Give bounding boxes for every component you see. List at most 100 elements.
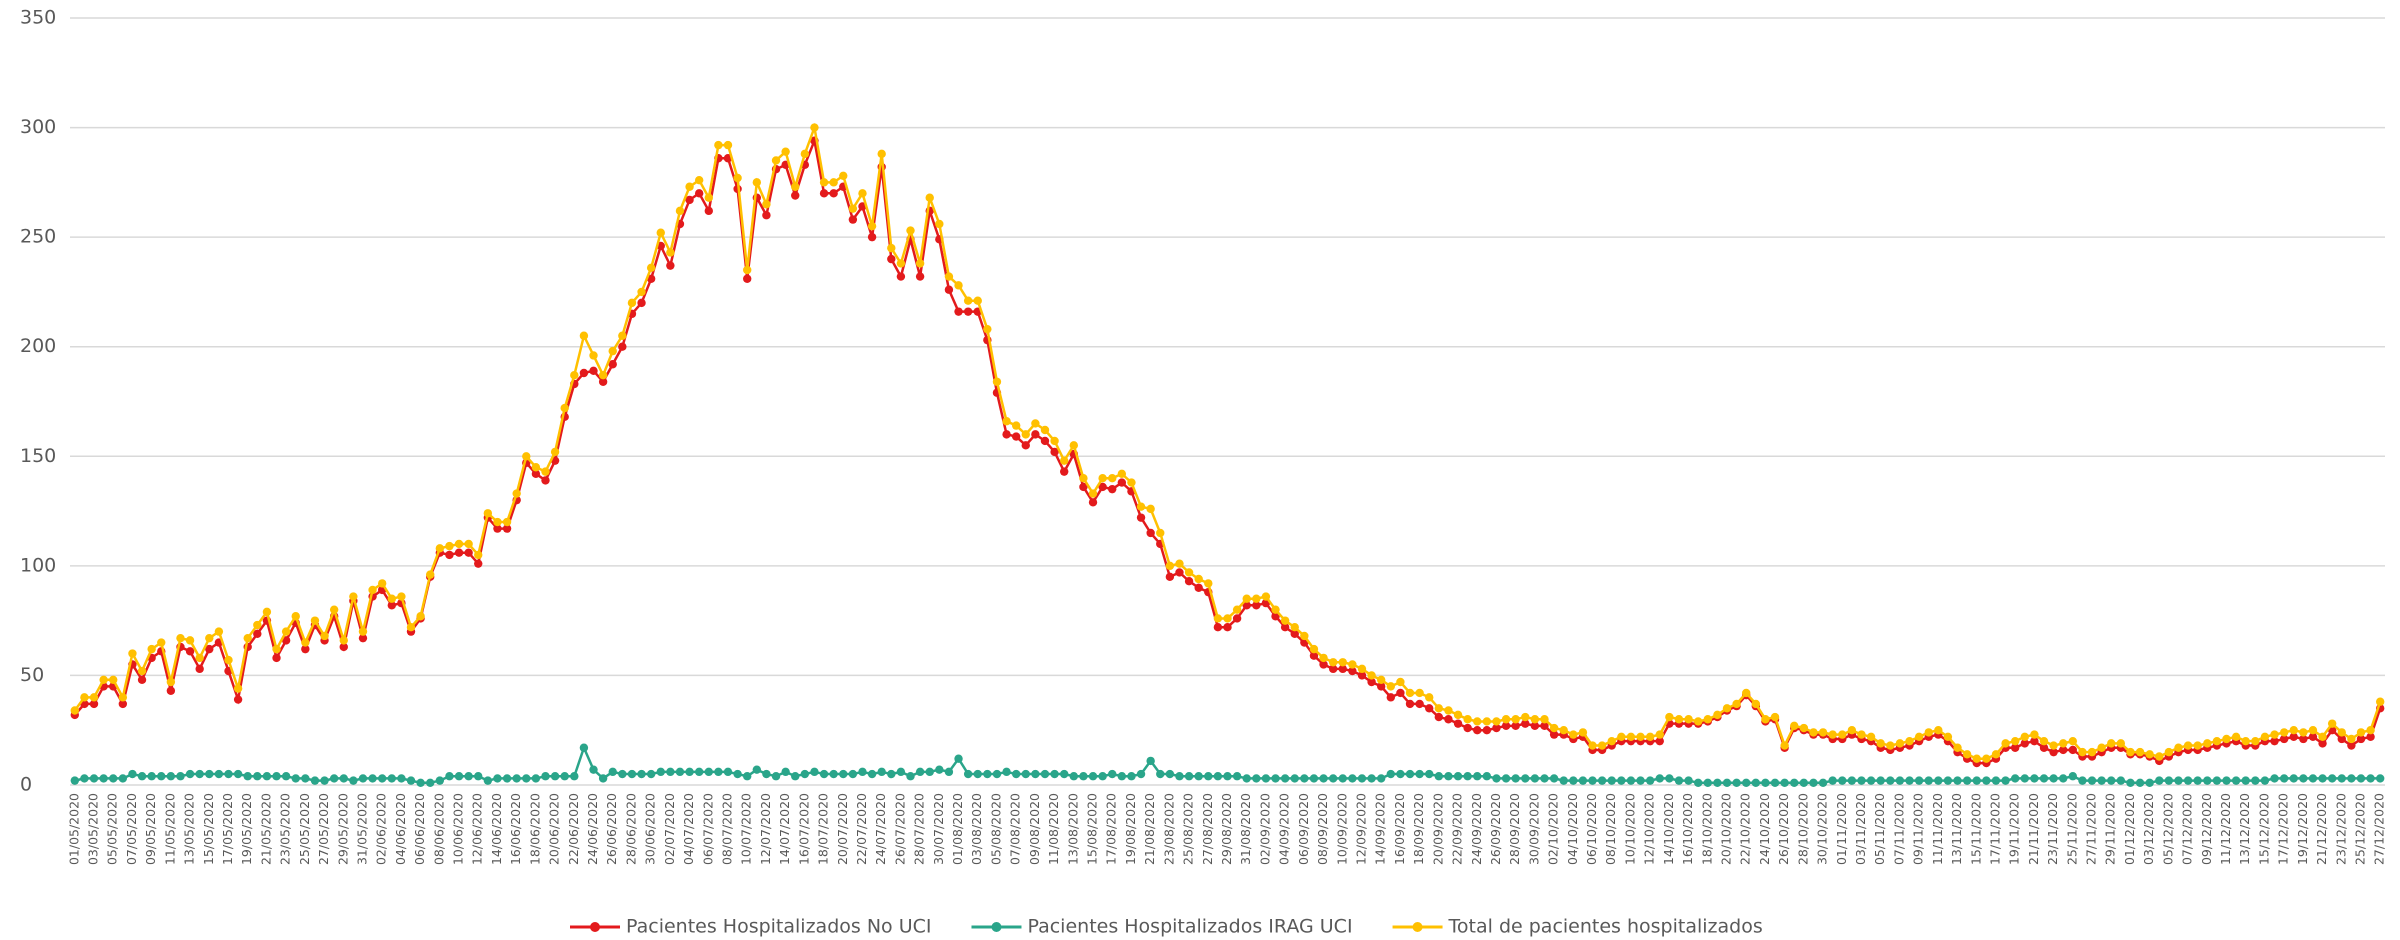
point [858, 189, 866, 197]
point [2011, 737, 2019, 745]
point [1646, 776, 1654, 784]
point [1271, 605, 1279, 613]
point [2030, 774, 2038, 782]
point [1694, 779, 1702, 787]
point [551, 448, 559, 456]
point [1118, 478, 1126, 486]
point [2309, 726, 2317, 734]
point [186, 636, 194, 644]
point [1262, 592, 1270, 600]
point [983, 325, 991, 333]
point [522, 774, 530, 782]
point [637, 299, 645, 307]
point [1915, 776, 1923, 784]
point [1790, 722, 1798, 730]
x-tick-label: 25/05/2020 [297, 793, 312, 865]
point [849, 204, 857, 212]
x-tick-label: 31/05/2020 [354, 793, 369, 865]
point [868, 233, 876, 241]
x-tick-label: 29/11/2020 [2103, 793, 2118, 865]
x-tick-label: 27/12/2020 [2372, 793, 2387, 865]
point [2174, 776, 2182, 784]
point [2232, 733, 2240, 741]
x-tick-label: 19/08/2020 [1123, 793, 1138, 865]
point [1348, 660, 1356, 668]
point [532, 774, 540, 782]
point [1435, 704, 1443, 712]
x-tick-label: 20/06/2020 [547, 793, 562, 865]
point [378, 774, 386, 782]
point [388, 774, 396, 782]
point [2001, 776, 2009, 784]
point [868, 770, 876, 778]
point [234, 770, 242, 778]
point [1511, 715, 1519, 723]
point [954, 755, 962, 763]
x-tick-label: 14/07/2020 [777, 793, 792, 865]
point [2347, 735, 2355, 743]
point [877, 768, 885, 776]
point [71, 706, 79, 714]
point [733, 174, 741, 182]
point [1127, 772, 1135, 780]
x-tick-label: 02/09/2020 [1257, 793, 1272, 865]
point [1752, 700, 1760, 708]
point [2145, 779, 2153, 787]
point [791, 183, 799, 191]
point [906, 226, 914, 234]
x-tick-label: 31/08/2020 [1238, 793, 1253, 865]
point [1425, 704, 1433, 712]
point [128, 770, 136, 778]
x-tick-label: 09/08/2020 [1027, 793, 1042, 865]
point [2097, 776, 2105, 784]
point [964, 307, 972, 315]
point [618, 343, 626, 351]
point [436, 776, 444, 784]
point [685, 768, 693, 776]
x-tick-label: 21/12/2020 [2314, 793, 2329, 865]
point [676, 768, 684, 776]
point [2251, 737, 2259, 745]
point [1329, 658, 1337, 666]
point [1732, 779, 1740, 787]
y-tick-label: 100 [20, 554, 56, 576]
point [993, 378, 1001, 386]
point [1089, 498, 1097, 506]
point [1214, 614, 1222, 622]
point [1569, 730, 1577, 738]
point [2261, 776, 2269, 784]
point [2126, 748, 2134, 756]
x-tick-label: 05/05/2020 [105, 793, 120, 865]
point [1137, 513, 1145, 521]
point [282, 627, 290, 635]
x-tick-label: 18/06/2020 [527, 793, 542, 865]
point [167, 772, 175, 780]
point [1310, 645, 1318, 653]
point [1300, 632, 1308, 640]
x-tick-label: 17/05/2020 [220, 793, 235, 865]
point [2078, 776, 2086, 784]
point [1454, 719, 1462, 727]
point [445, 772, 453, 780]
point [974, 770, 982, 778]
x-tick-label: 18/09/2020 [1411, 793, 1426, 865]
point [647, 770, 655, 778]
point [1665, 774, 1673, 782]
point [1704, 715, 1712, 723]
x-tick-label: 11/08/2020 [1046, 793, 1061, 865]
point [762, 770, 770, 778]
x-tick-label: 28/10/2020 [1795, 793, 1810, 865]
point [1031, 770, 1039, 778]
point [512, 489, 520, 497]
point [2328, 774, 2336, 782]
point [829, 189, 837, 197]
point [1243, 595, 1251, 603]
point [2030, 730, 2038, 738]
point [1963, 776, 1971, 784]
point [2232, 776, 2240, 784]
point [666, 768, 674, 776]
point [1905, 776, 1913, 784]
point [1560, 776, 1568, 784]
point [1175, 772, 1183, 780]
point [676, 207, 684, 215]
